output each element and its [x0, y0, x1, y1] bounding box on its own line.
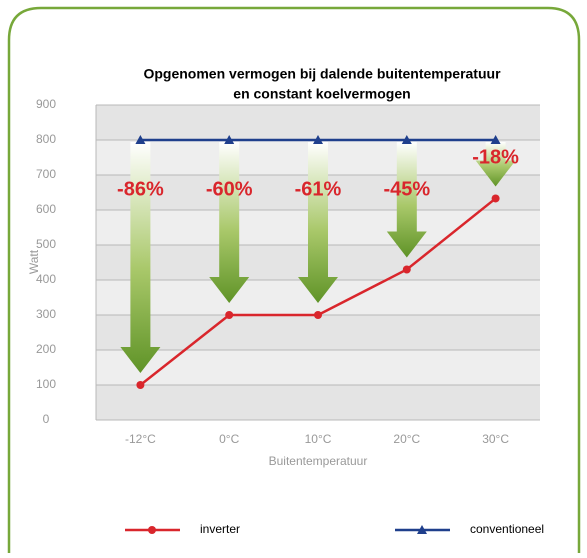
series — [136, 194, 500, 389]
annotation: -18% — [472, 146, 519, 168]
plot-band — [96, 105, 540, 140]
x-tick-label: 20°C — [393, 432, 420, 446]
y-axis-label: Watt — [27, 249, 41, 274]
y-tick-label: 900 — [36, 97, 56, 111]
annotation: -60% — [206, 178, 253, 200]
annotation: -86% — [117, 178, 164, 200]
point — [417, 525, 427, 534]
y-tick-label: 0 — [43, 412, 50, 426]
legend-label: conventioneel — [470, 522, 544, 536]
y-tick-label: 400 — [36, 272, 56, 286]
annotation: -45% — [383, 178, 430, 200]
y-tick-label: 800 — [36, 132, 56, 146]
y-tick-label: 700 — [36, 167, 56, 181]
series — [135, 135, 501, 144]
x-tick-label: 10°C — [305, 432, 332, 446]
point — [148, 526, 156, 534]
plot-band — [96, 315, 540, 350]
point — [402, 265, 411, 274]
arrow — [386, 142, 427, 258]
x-tick-label: 0°C — [219, 432, 239, 446]
arrow — [298, 142, 338, 303]
x-tick-label: 30°C — [482, 432, 509, 446]
point — [224, 135, 235, 144]
arrow — [209, 142, 250, 303]
chart-title: Opgenomen vermogen bij dalende buitentem… — [143, 66, 501, 82]
plot-band — [96, 385, 540, 420]
y-tick-label: 500 — [36, 237, 56, 251]
point — [135, 135, 146, 144]
point — [491, 194, 500, 203]
y-tick-label: 300 — [36, 307, 56, 321]
point — [490, 135, 501, 144]
point — [136, 381, 145, 389]
x-tick-label: -12°C — [125, 432, 156, 446]
annotation: -61% — [295, 178, 342, 200]
chart-title: en constant koelvermogen — [233, 86, 410, 102]
y-tick-label: 600 — [36, 202, 56, 216]
legend-label: inverter — [200, 522, 240, 536]
point — [225, 311, 234, 319]
point — [313, 135, 323, 144]
y-tick-label: 100 — [36, 377, 56, 391]
frame — [7, 6, 581, 553]
arrow — [120, 142, 161, 373]
point — [401, 135, 412, 144]
y-tick-label: 200 — [36, 342, 56, 356]
point — [314, 311, 322, 319]
arrow — [475, 142, 516, 187]
x-axis-label: Buitentemperatuur — [269, 454, 368, 468]
